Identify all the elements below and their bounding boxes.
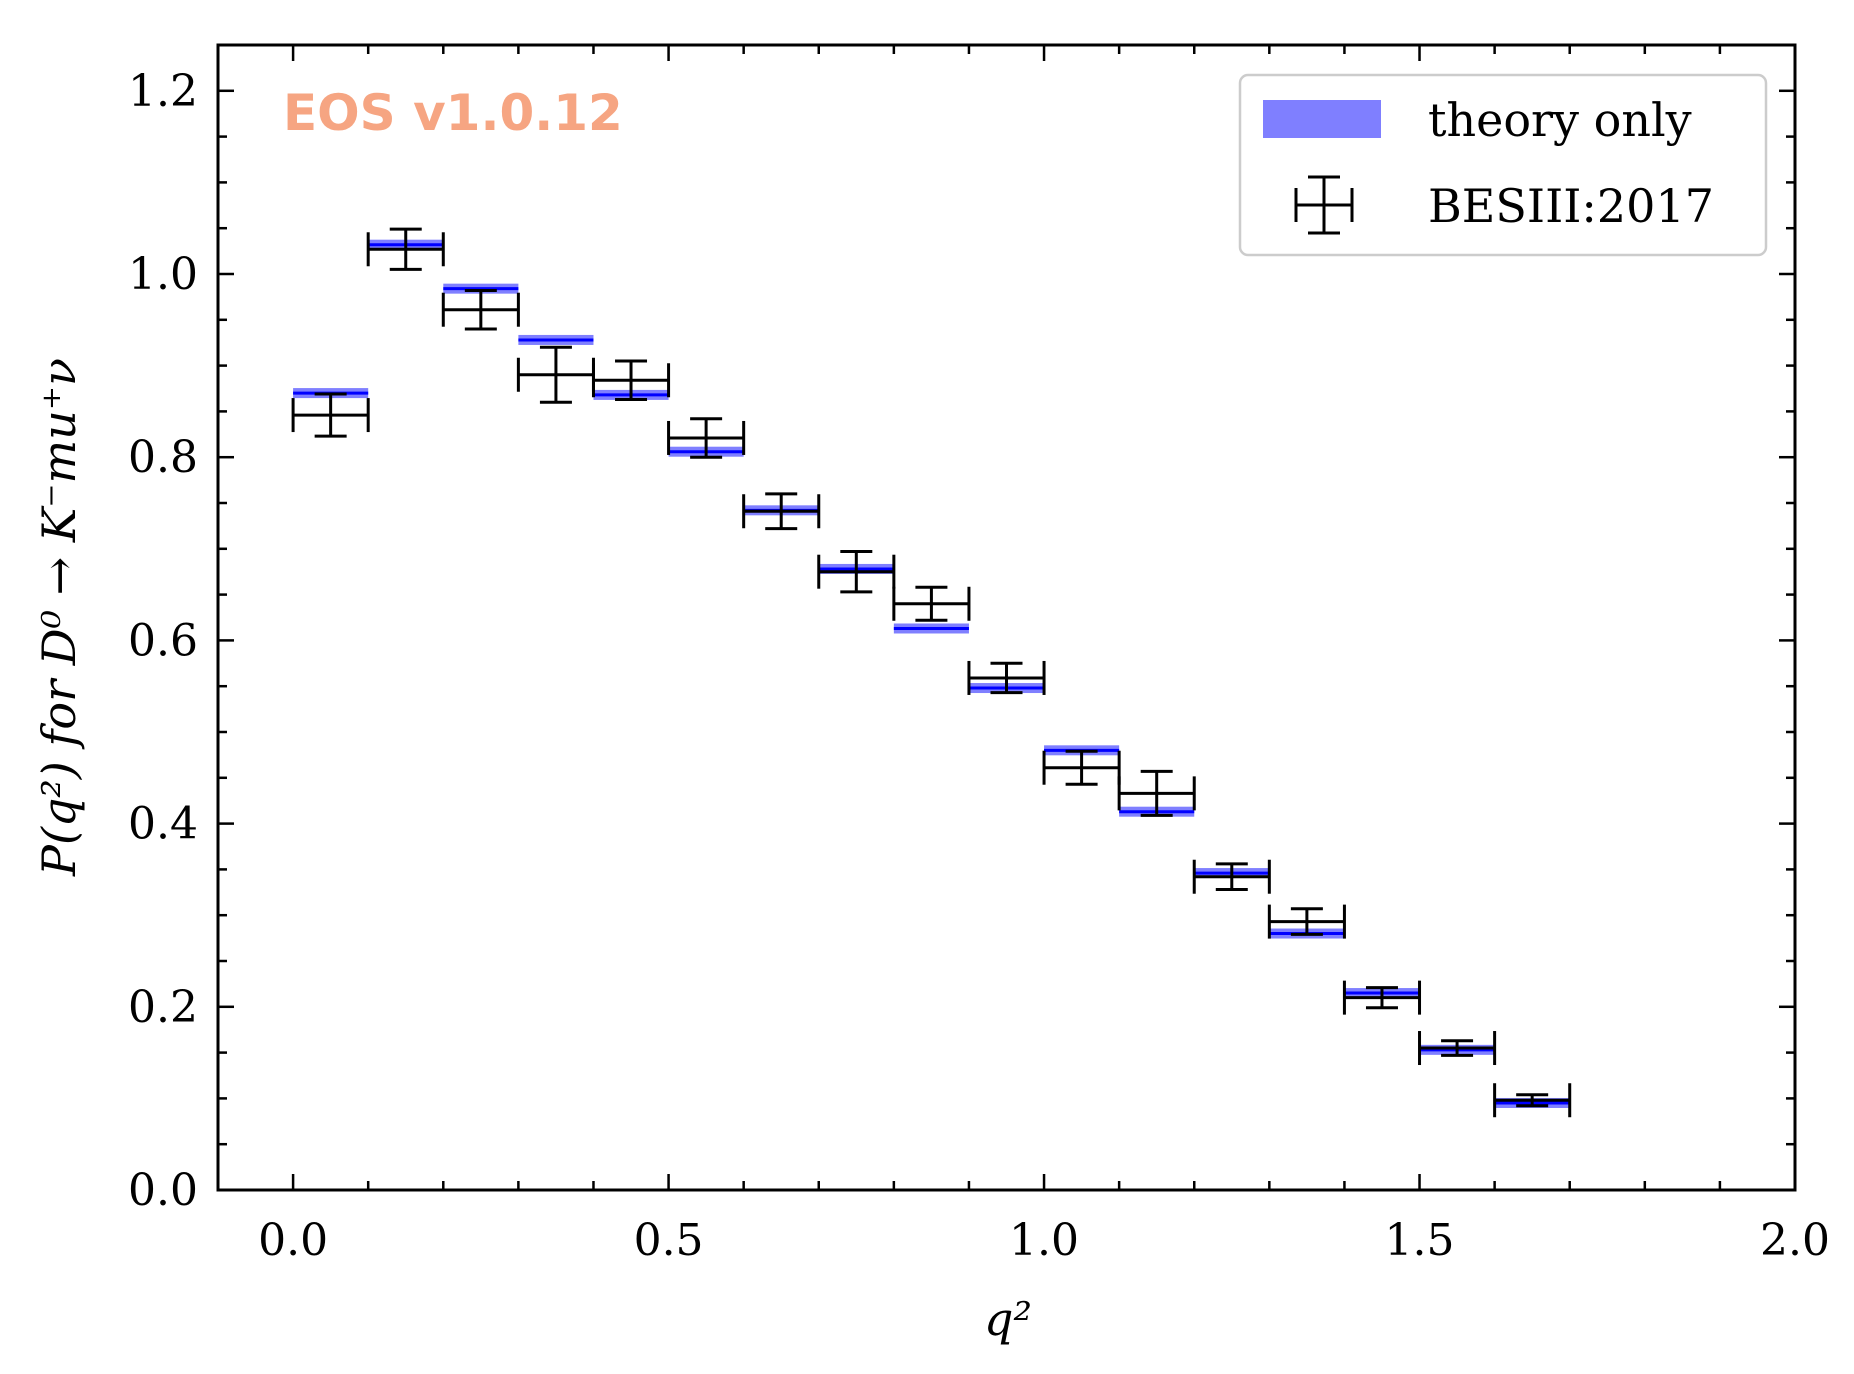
x-tick-label: 0.5 xyxy=(634,1215,704,1266)
data-point xyxy=(1267,904,1346,939)
legend-theory-label: theory only xyxy=(1428,93,1692,147)
legend-theory-swatch xyxy=(1263,100,1381,138)
x-axis-label: q² xyxy=(984,1292,1032,1346)
y-tick-label: 0.8 xyxy=(128,432,198,483)
data-point xyxy=(591,359,671,401)
watermark: EOS v1.0.12 xyxy=(283,84,623,142)
data-point xyxy=(1192,859,1271,894)
tick-labels: 0.0 0.5 1.0 1.5 2.0 0.0 0.2 0.4 0.6 0.8 1.0 1.2 xyxy=(128,66,1830,1266)
data-point xyxy=(742,492,821,531)
y-tick-label: 1.0 xyxy=(128,249,198,300)
y-tick-label: 0.6 xyxy=(128,615,198,666)
data-point xyxy=(291,392,370,438)
legend-data-marker xyxy=(1294,175,1354,235)
y-tick-label: 0.4 xyxy=(128,799,198,850)
x-tick-label: 1.0 xyxy=(1009,1215,1079,1266)
data-point xyxy=(441,288,520,331)
x-tick-label: 0.0 xyxy=(258,1215,328,1266)
y-tick-label: 1.2 xyxy=(128,66,198,117)
data-point xyxy=(1342,980,1422,1015)
legend: theory only BESIII:2017 xyxy=(1238,73,1768,257)
data-point xyxy=(967,660,1046,695)
x-tick-label: 2.0 xyxy=(1760,1215,1830,1266)
plot-frame xyxy=(216,43,1797,1192)
data-point xyxy=(1117,769,1196,817)
y-axis-label: P(q²) for D⁰ → K⁻mu⁺ν xyxy=(32,358,86,877)
data-point xyxy=(366,227,445,271)
y-tick-label: 0.2 xyxy=(128,982,198,1033)
data-point xyxy=(1418,1031,1497,1066)
data-point xyxy=(817,550,896,594)
legend-data-label: BESIII:2017 xyxy=(1428,179,1714,233)
y-tick-label: 0.0 xyxy=(128,1165,198,1216)
data-points xyxy=(291,227,1572,1118)
x-tick-label: 1.5 xyxy=(1385,1215,1455,1266)
data-point xyxy=(1493,1083,1572,1118)
data-point xyxy=(667,417,746,459)
data-point xyxy=(892,585,971,622)
